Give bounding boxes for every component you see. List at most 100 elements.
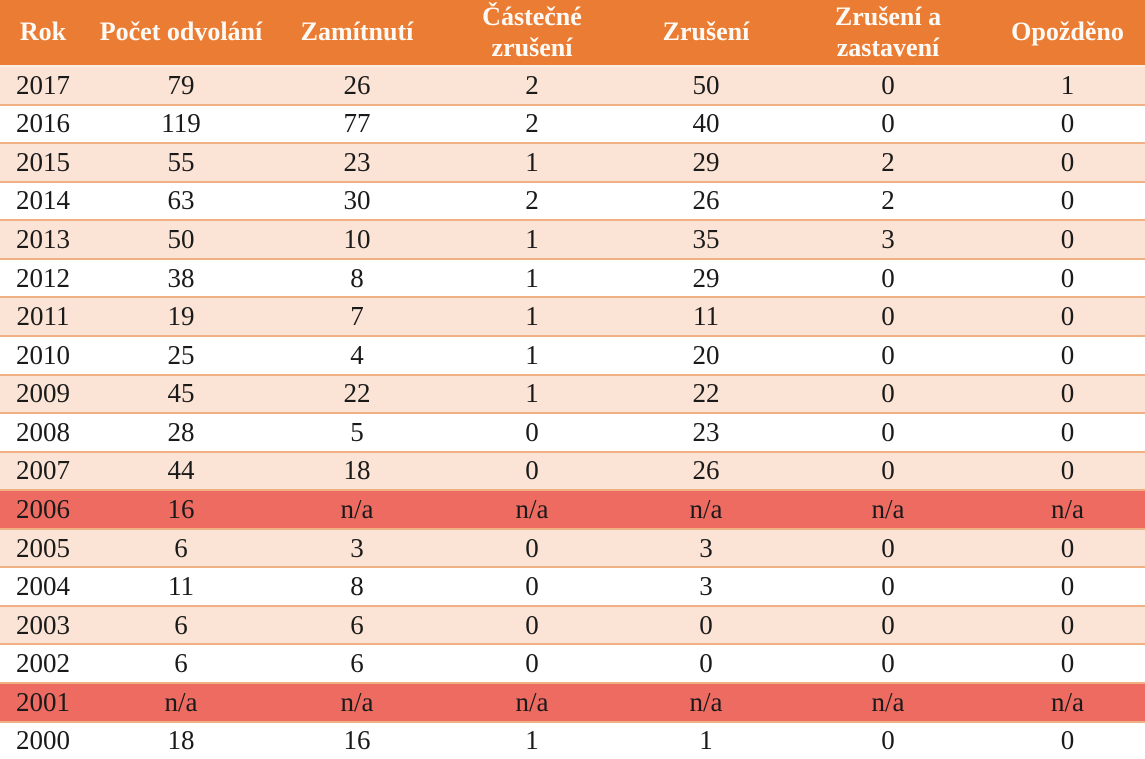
year-cell: 2012: [0, 258, 86, 299]
table-row-2011: 2011 19 7 1 11 0 0: [0, 297, 1145, 337]
value-cell: n/a: [438, 490, 626, 530]
value-cell: 50: [86, 220, 276, 260]
column-header-1: Počet odvolání: [86, 0, 276, 67]
value-cell: 11: [86, 567, 276, 607]
year-cell: 2001: [0, 683, 86, 723]
table-row-2015: 2015 55 23 1 29 2 0: [0, 143, 1145, 183]
value-cell: n/a: [86, 683, 276, 723]
column-header-3: Částečné zrušení: [438, 0, 626, 67]
value-cell: 18: [86, 721, 276, 759]
value-cell: 2: [438, 181, 626, 222]
year-cell: 2009: [0, 374, 86, 415]
value-cell: 0: [990, 374, 1145, 415]
value-cell: 28: [86, 413, 276, 453]
table-row-2005: 2005 6 3 0 3 0 0: [0, 528, 1145, 569]
value-cell: 26: [626, 451, 786, 492]
table-row-2001: 2001 n/a n/a n/a n/a n/a n/a: [0, 683, 1145, 723]
year-cell: 2017: [0, 66, 86, 106]
value-cell: 1: [438, 297, 626, 337]
value-cell: 23: [276, 143, 438, 183]
value-cell: 6: [86, 605, 276, 646]
value-cell: 8: [276, 567, 438, 607]
value-cell: 0: [786, 335, 990, 376]
value-cell: 0: [786, 644, 990, 684]
value-cell: 1: [626, 721, 786, 759]
value-cell: 26: [276, 66, 438, 106]
column-header-0: Rok: [0, 0, 86, 67]
value-cell: 7: [276, 297, 438, 337]
value-cell: 50: [626, 66, 786, 106]
value-cell: 119: [86, 104, 276, 145]
value-cell: 22: [276, 374, 438, 415]
value-cell: 16: [86, 490, 276, 530]
value-cell: n/a: [276, 683, 438, 723]
table-row-2003: 2003 6 6 0 0 0 0: [0, 605, 1145, 646]
value-cell: 0: [990, 104, 1145, 145]
year-cell: 2007: [0, 451, 86, 492]
value-cell: 30: [276, 181, 438, 222]
table-row-2013: 2013 50 10 1 35 3 0: [0, 220, 1145, 260]
year-cell: 2006: [0, 490, 86, 530]
value-cell: 38: [86, 258, 276, 299]
year-cell: 2003: [0, 605, 86, 646]
value-cell: 40: [626, 104, 786, 145]
value-cell: 0: [786, 297, 990, 337]
table-row-2010: 2010 25 4 1 20 0 0: [0, 335, 1145, 376]
value-cell: 0: [990, 567, 1145, 607]
year-cell: 2016: [0, 104, 86, 145]
value-cell: 0: [990, 605, 1145, 646]
table-row-2012: 2012 38 8 1 29 0 0: [0, 258, 1145, 299]
column-header-6: Opožděno: [990, 0, 1145, 67]
value-cell: 0: [990, 451, 1145, 492]
value-cell: 5: [276, 413, 438, 453]
value-cell: 0: [438, 567, 626, 607]
column-header-4: Zrušení: [626, 0, 786, 67]
value-cell: 11: [626, 297, 786, 337]
column-header-2: Zamítnutí: [276, 0, 438, 67]
value-cell: 45: [86, 374, 276, 415]
value-cell: 0: [990, 297, 1145, 337]
value-cell: n/a: [626, 683, 786, 723]
value-cell: 0: [438, 605, 626, 646]
value-cell: 0: [990, 220, 1145, 260]
value-cell: 0: [438, 528, 626, 569]
value-cell: 2: [786, 143, 990, 183]
value-cell: n/a: [786, 490, 990, 530]
value-cell: 1: [438, 143, 626, 183]
value-cell: 20: [626, 335, 786, 376]
value-cell: 6: [86, 528, 276, 569]
table-row-2007: 2007 44 18 0 26 0 0: [0, 451, 1145, 492]
value-cell: 0: [786, 721, 990, 759]
value-cell: 0: [990, 644, 1145, 684]
value-cell: 1: [438, 220, 626, 260]
year-cell: 2004: [0, 567, 86, 607]
table-row-2017: 2017 79 26 2 50 0 1: [0, 66, 1145, 106]
value-cell: 19: [86, 297, 276, 337]
value-cell: n/a: [990, 490, 1145, 530]
value-cell: 0: [786, 374, 990, 415]
value-cell: 29: [626, 143, 786, 183]
value-cell: 0: [786, 451, 990, 492]
value-cell: n/a: [626, 490, 786, 530]
value-cell: 0: [990, 258, 1145, 299]
value-cell: 0: [626, 605, 786, 646]
value-cell: 0: [990, 721, 1145, 759]
year-cell: 2015: [0, 143, 86, 183]
value-cell: 0: [990, 143, 1145, 183]
value-cell: 77: [276, 104, 438, 145]
value-cell: 0: [990, 181, 1145, 222]
table-header: Rok Počet odvolání Zamítnutí Částečné zruše…: [0, 0, 1145, 67]
year-cell: 2000: [0, 721, 86, 759]
table-row-2006: 2006 16 n/a n/a n/a n/a n/a: [0, 490, 1145, 530]
value-cell: 0: [990, 335, 1145, 376]
value-cell: 0: [438, 413, 626, 453]
value-cell: 6: [276, 605, 438, 646]
year-cell: 2011: [0, 297, 86, 337]
column-header-5: Zrušení a zastavení: [786, 0, 990, 67]
value-cell: 3: [786, 220, 990, 260]
value-cell: 63: [86, 181, 276, 222]
value-cell: 6: [276, 644, 438, 684]
year-cell: 2014: [0, 181, 86, 222]
value-cell: 23: [626, 413, 786, 453]
value-cell: 1: [438, 335, 626, 376]
